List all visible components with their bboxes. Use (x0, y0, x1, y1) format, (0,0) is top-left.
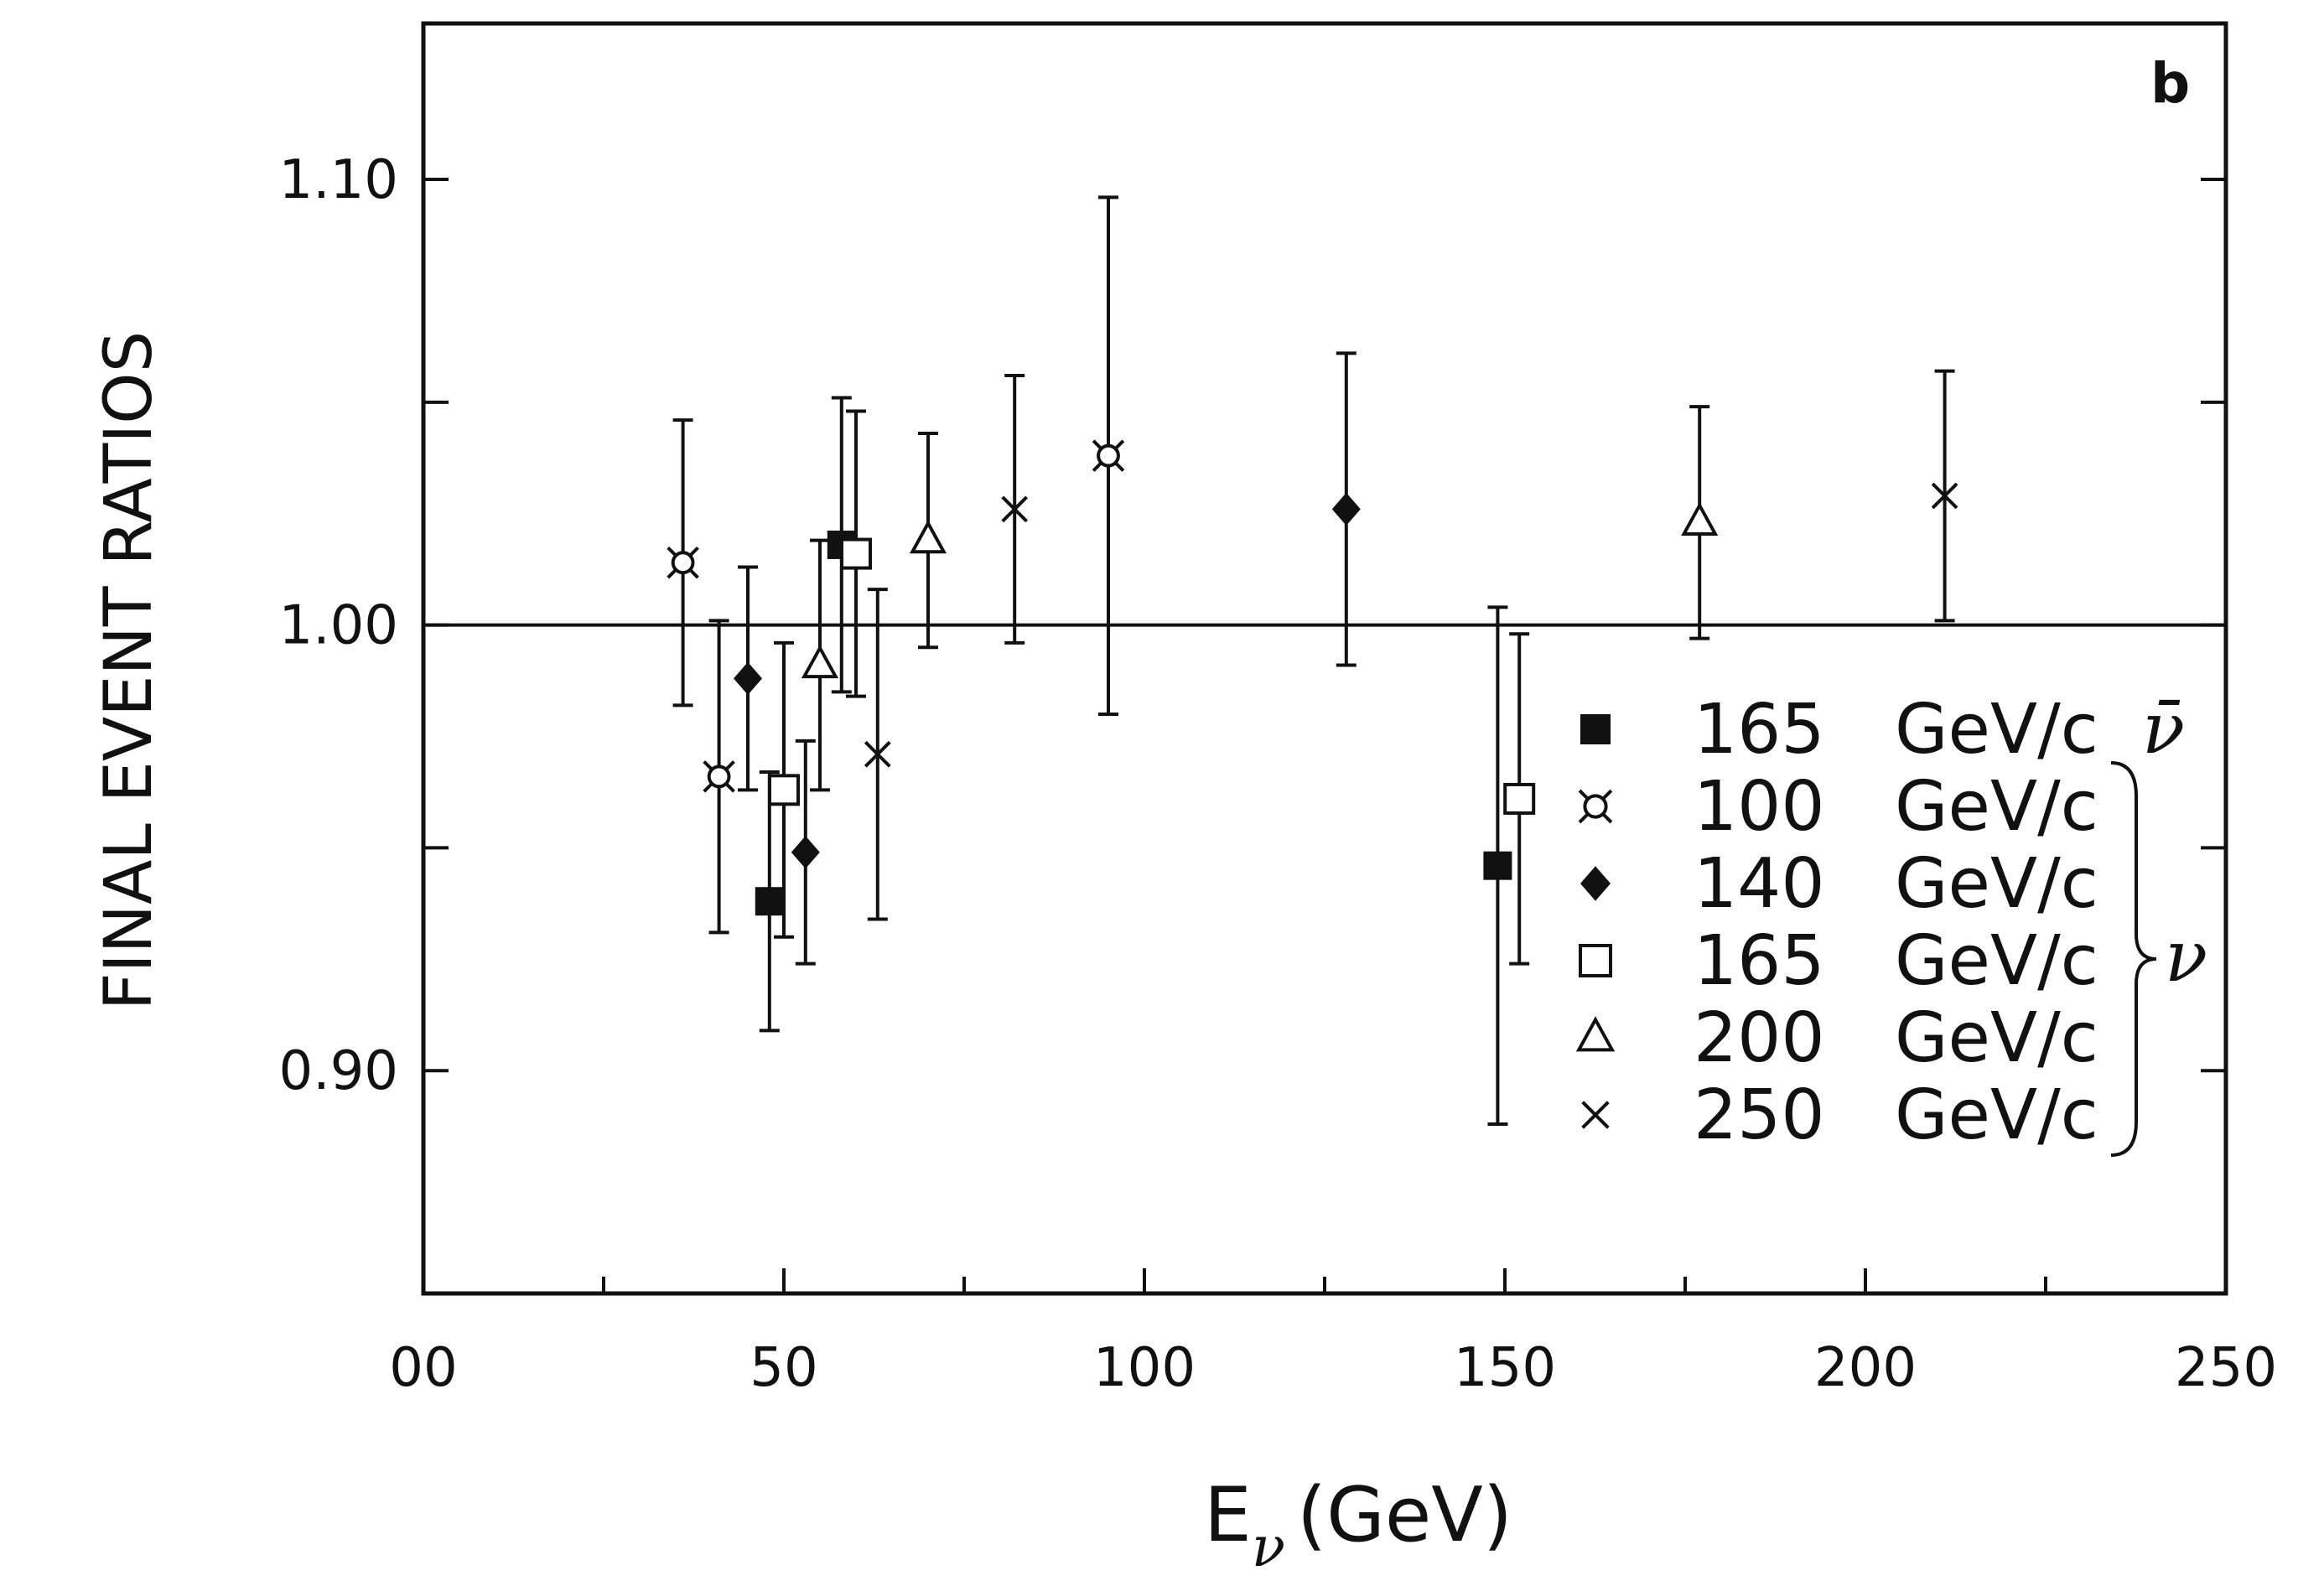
point-s0-2-marker (1483, 851, 1512, 880)
series-2-filled-diamond (734, 351, 1361, 966)
legend-unit-5: GeV/c (1895, 1075, 2098, 1155)
legend-beam-nubar: ν̄ (2142, 687, 2185, 770)
point-s3-2-marker (1503, 782, 1536, 815)
legend-unit-0: GeV/c (1895, 690, 2098, 770)
point-s4-1-marker (909, 520, 947, 554)
legend-marker-1-spokes (1578, 789, 1613, 824)
series-0-filled-square (755, 396, 1512, 1126)
legend-marker-4 (1575, 1016, 1616, 1052)
point-s0-0-marker (755, 887, 784, 916)
point-s1-1-marker-spokes (703, 760, 735, 793)
series-1-starred-circle (667, 195, 1125, 935)
legend-beam-nu: ν (2165, 915, 2207, 998)
legend-energy-0: 165 (1694, 690, 1825, 770)
legend-energy-5: 250 (1694, 1075, 1825, 1155)
x-tick-label-200: 200 (1814, 1337, 1917, 1399)
legend-unit-3: GeV/c (1895, 921, 2098, 1001)
point-s1-1-marker (707, 764, 731, 789)
point-s1-2-marker-spokes (1092, 439, 1125, 472)
x-axis-title-subscript: ν (1252, 1515, 1285, 1579)
x-tick-label-0: 00 (389, 1337, 457, 1399)
point-s2-0-marker (734, 661, 762, 695)
point-s1-0-marker-spokes (667, 546, 699, 579)
series-4-open-triangle (801, 405, 1719, 792)
point-s5-2-marker (1931, 482, 1958, 510)
point-s1-2-marker (1097, 443, 1120, 468)
point-s3-0-marker (768, 774, 800, 806)
legend-energy-4: 200 (1694, 998, 1825, 1078)
legend-marker-3 (1579, 944, 1612, 977)
x-tick-label-150: 150 (1454, 1337, 1556, 1399)
legend-unit-2: GeV/c (1895, 844, 2098, 924)
y-axis-title: FINAL EVENT RATIOS (91, 331, 167, 1010)
legend-energy-3: 165 (1694, 921, 1825, 1001)
legend-brace (2110, 761, 2157, 1157)
point-s3-1-marker (840, 537, 872, 570)
point-s5-1-marker (1001, 495, 1029, 523)
legend-marker-1 (1583, 794, 1608, 819)
y-tick-label-1.00: 1.00 (279, 595, 399, 657)
series-3-open-square (768, 409, 1536, 966)
point-s4-0-marker (801, 644, 839, 679)
point-s1-0-marker (671, 551, 695, 575)
point-s2-2-marker (1331, 492, 1361, 526)
legend-marker-2 (1580, 866, 1611, 901)
legend-unit-4: GeV/c (1895, 998, 2098, 1078)
x-tick-label-250: 250 (2175, 1337, 2277, 1399)
point-s4-2-marker (1681, 501, 1719, 536)
legend-marker-0 (1580, 714, 1611, 744)
legend-unit-1: GeV/c (1895, 767, 2098, 847)
point-s2-1-marker (791, 836, 820, 869)
x-tick-label-50: 50 (750, 1337, 817, 1399)
x-axis-title-unit: (GeV) (1297, 1471, 1512, 1559)
x-tick-label-100: 100 (1093, 1337, 1196, 1399)
legend-energy-2: 140 (1694, 844, 1825, 924)
x-axis-title: Eν (GeV) (1204, 1471, 1512, 1579)
y-tick-label-0.90: 0.90 (279, 1040, 399, 1102)
legend-marker-5 (1581, 1101, 1610, 1129)
panel-label: b (2150, 51, 2190, 116)
legend-energy-1: 100 (1694, 767, 1825, 847)
y-tick-label-1.10: 1.10 (279, 149, 399, 211)
point-s5-0-marker (864, 740, 891, 768)
x-axis-title-main: E (1204, 1471, 1252, 1559)
series-5-cross (864, 369, 1958, 921)
